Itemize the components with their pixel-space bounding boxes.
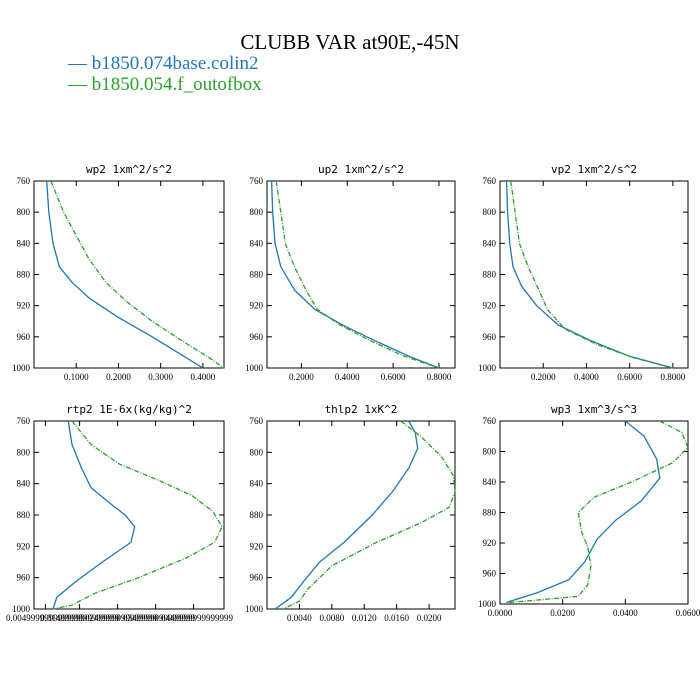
panel-5-ytick-label-1: 800	[250, 447, 264, 457]
panel-6-title: wp3 1xm^3/s^3	[551, 403, 637, 416]
panel-5-ytick-label-2: 840	[250, 479, 264, 489]
panel-3-xtick-label-2: 0.6000	[617, 372, 642, 382]
panel-1-xtick-label-0: 0.1000	[64, 372, 89, 382]
panel-3-ytick-label-2: 840	[483, 238, 497, 248]
panel-3-title: vp2 1xm^2/s^2	[551, 163, 637, 176]
panel-6-frame	[499, 420, 689, 605]
panel-4-xtick-label-1: 0.0149999999999999	[40, 613, 119, 623]
panel-1-title: wp2 1xm^2/s^2	[86, 163, 172, 176]
panel-1-xtick-label-1: 0.2000	[106, 372, 131, 382]
panel-1-ytick-label-5: 960	[17, 332, 31, 342]
legend-label-1: b1850.074base.colin2	[91, 53, 259, 74]
panel-2-ytick-label-6: 1000	[245, 363, 264, 373]
panel-4-ytick-label-3: 880	[17, 510, 31, 520]
panel-2-ytick-label-2: 840	[250, 238, 264, 248]
panel-6-ytick-label-4: 920	[483, 538, 497, 548]
panel-5-title: thlp2 1xK^2	[325, 403, 398, 416]
panel-2-title: up2 1xm^2/s^2	[318, 163, 404, 176]
panel-5-ytick-label-3: 880	[250, 510, 264, 520]
panel-1-series-2-line	[50, 180, 225, 369]
panel-5-series-1-line	[274, 420, 419, 610]
panel-4-xtick-label-0: 0.0049999999999999	[6, 613, 85, 623]
legend-entry-1: — b1850.074base.colin2	[68, 53, 259, 75]
panel-2-frame	[266, 180, 456, 369]
panel-1-xtick-label-2: 0.3000	[148, 372, 173, 382]
panel-4-ytick-label-4: 920	[17, 541, 31, 551]
panel-6-ytick-label-6: 1000	[478, 599, 497, 609]
panel-6-ytick-label-5: 960	[483, 569, 497, 579]
panel-5-xtick-label-3: 0.0160	[384, 613, 409, 623]
panel-3-ytick-label-4: 920	[483, 301, 497, 311]
panel-2-xtick-label-3: 0.8000	[427, 372, 452, 382]
panel-5-ytick-label-4: 920	[250, 541, 264, 551]
panel-5-xtick-label-1: 0.0080	[319, 613, 344, 623]
panel-5-xtick-label-2: 0.0120	[352, 613, 377, 623]
panel-6-ytick-label-3: 880	[483, 508, 497, 518]
panel-3-series-2-line	[510, 180, 674, 369]
panel-3-ytick-label-1: 800	[483, 207, 497, 217]
panel-2-series-1-line	[270, 180, 440, 369]
panel-2-xtick-label-1: 0.4000	[335, 372, 360, 382]
legend-swatch-2: —	[68, 74, 92, 95]
panel-3-ytick-label-0: 760	[483, 176, 497, 186]
panel-2-xtick-label-2: 0.6000	[381, 372, 406, 382]
panel-6-series-1-line	[506, 420, 661, 604]
panel-3-ytick-label-5: 960	[483, 332, 497, 342]
panel-6-xtick-label-0: 0.0000	[488, 608, 513, 618]
panel-4-xtick-label-4: 0.0449999999999999	[154, 613, 233, 623]
panel-5-xtick-label-0: 0.0040	[287, 613, 312, 623]
panel-5-frame	[266, 420, 456, 610]
panel-1-ytick-label-0: 760	[17, 176, 31, 186]
panel-3-xtick-label-3: 0.8000	[660, 372, 685, 382]
legend-entry-2: — b1850.054.f_outofbox	[68, 74, 262, 96]
panel-1-ytick-label-2: 840	[17, 238, 31, 248]
panel-6-ytick-label-1: 800	[483, 447, 497, 457]
legend-swatch-1: —	[68, 53, 92, 74]
panel-4-ytick-label-0: 760	[17, 416, 31, 426]
panel-1-ytick-label-1: 800	[17, 207, 31, 217]
panel-6-series-2-line	[509, 420, 689, 604]
panel-1-series-1-line	[46, 180, 204, 369]
panel-1-xtick-label-3: 0.4000	[191, 372, 216, 382]
panel-5-ytick-label-6: 1000	[245, 604, 264, 614]
panel-3-series-1-line	[505, 180, 674, 369]
panel-6-xtick-label-1: 0.0200	[550, 608, 575, 618]
panel-5-xtick-label-4: 0.0200	[417, 613, 442, 623]
panel-2-ytick-label-4: 920	[250, 301, 264, 311]
panel-1-ytick-label-4: 920	[17, 301, 31, 311]
panel-3-xtick-label-0: 0.2000	[531, 372, 556, 382]
panel-2-xtick-label-0: 0.2000	[289, 372, 314, 382]
panel-4-series-2-line	[52, 420, 223, 610]
panel-1-ytick-label-3: 880	[17, 270, 31, 280]
panel-6-ytick-label-0: 760	[483, 416, 497, 426]
panel-2-ytick-label-3: 880	[250, 270, 264, 280]
panel-3-xtick-label-1: 0.4000	[574, 372, 599, 382]
panel-3-ytick-label-3: 880	[483, 270, 497, 280]
panel-4-ytick-label-1: 800	[17, 447, 31, 457]
panel-4-xtick-label-2: 0.0249999999999999	[78, 613, 157, 623]
panel-2-ytick-label-1: 800	[250, 207, 264, 217]
panel-6-xtick-label-2: 0.0400	[613, 608, 638, 618]
panel-4-series-1-line	[52, 420, 136, 610]
chart-title: CLUBB VAR at90E,-45N	[240, 30, 460, 54]
panel-4-ytick-label-2: 840	[17, 479, 31, 489]
panel-3-frame	[499, 180, 689, 369]
panel-2-ytick-label-0: 760	[250, 176, 264, 186]
panel-2-ytick-label-5: 960	[250, 332, 264, 342]
panel-4-xtick-label-3: 0.0349999999999999	[116, 613, 195, 623]
legend-label-2: b1850.054.f_outofbox	[91, 74, 262, 95]
panel-3-ytick-label-6: 1000	[478, 363, 497, 373]
panel-2-series-2-line	[275, 180, 440, 369]
panel-4-ytick-label-5: 960	[17, 573, 31, 583]
panel-5-series-2-line	[282, 420, 456, 610]
panel-1-ytick-label-6: 1000	[12, 363, 31, 373]
panel-4-ytick-label-6: 1000	[12, 604, 31, 614]
panel-5-ytick-label-0: 760	[250, 416, 264, 426]
panel-4-title: rtp2 1E-6x(kg/kg)^2	[66, 403, 192, 416]
panel-6-xtick-label-3: 0.0600	[676, 608, 700, 618]
panel-5-ytick-label-5: 960	[250, 573, 264, 583]
panel-6-ytick-label-2: 840	[483, 477, 497, 487]
